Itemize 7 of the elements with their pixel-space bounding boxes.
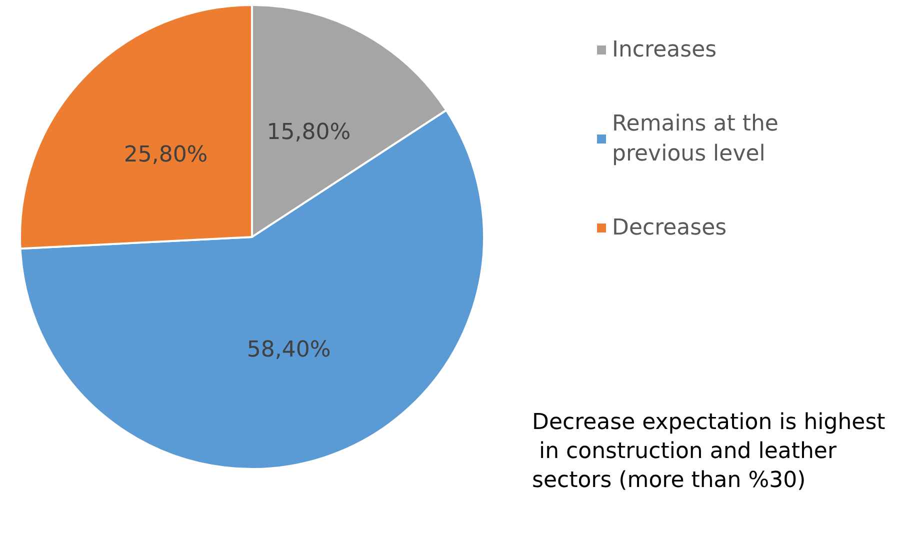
data-label: 15,80%	[266, 120, 351, 145]
legend-label: Decreases	[612, 216, 727, 240]
data-label: 25,80%	[124, 142, 208, 168]
legend-label: Increases	[612, 38, 717, 62]
data-label: 58,40%	[246, 338, 331, 363]
legend-label: Remains at the previous level	[612, 112, 786, 166]
text: Decrease expectation is highest in construction and leather sectors (more than %30)	[532, 410, 886, 493]
